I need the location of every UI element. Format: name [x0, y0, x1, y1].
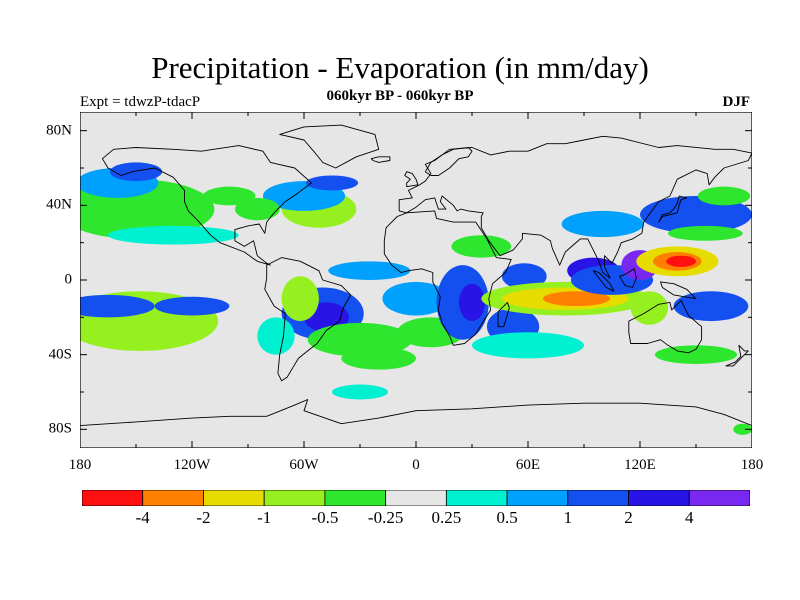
lat-label: 0 [64, 271, 73, 288]
colorbar-label: 2 [624, 508, 633, 527]
lon-label: 120W [173, 457, 211, 473]
landmass-iceland [370, 156, 391, 163]
colorbar-swatch [82, 490, 144, 506]
chart-title: Precipitation - Evaporation (in mm/day) [151, 50, 649, 85]
precip-field [80, 162, 752, 435]
field-blob [733, 423, 752, 435]
colorbar-label: -0.25 [367, 508, 404, 527]
lat-label: 80N [46, 122, 72, 139]
lon-label: 180 [68, 457, 92, 473]
lat-label: 40S [48, 346, 72, 363]
landmass-japan [658, 195, 688, 223]
field-blob [501, 263, 547, 290]
colorbar-swatch [385, 490, 447, 506]
landmass-africa [383, 210, 512, 346]
colorbar-label: -1 [257, 508, 272, 527]
colorbar-swatch [203, 490, 265, 506]
lon-label: 0 [412, 457, 420, 473]
field-blob [257, 317, 295, 355]
colorbar-label: 0.25 [431, 508, 462, 527]
colorbar-label: 0.5 [496, 508, 518, 527]
colorbar-swatch [688, 490, 750, 506]
field-blob [673, 291, 749, 322]
lon-label: 60E [515, 457, 541, 473]
field-blob [328, 261, 411, 280]
landmass-eurasia [398, 135, 752, 279]
field-blob [451, 235, 512, 258]
field-blob [630, 291, 668, 325]
landmass-great-britain [404, 171, 419, 188]
colorbar-label: -0.5 [311, 508, 339, 527]
field-blob [234, 197, 280, 221]
colorbar-swatch [567, 490, 629, 506]
landmass-madagascar [497, 301, 510, 328]
season-label: DJF [722, 94, 751, 110]
colorbar [82, 490, 750, 506]
lon-label: 120E [624, 457, 656, 473]
colorbar-label: -4 [135, 508, 150, 527]
field-blob [203, 186, 256, 206]
landmass-new-zealand [725, 344, 749, 367]
colorbar-swatch [324, 490, 387, 506]
field-blob [472, 332, 584, 359]
lon-label: 180 [740, 457, 764, 473]
landmass-south-america [264, 257, 352, 382]
field-blob [341, 347, 416, 370]
coastlines [80, 124, 752, 448]
field-blob [697, 186, 751, 206]
world-map [80, 112, 752, 448]
field-blob [382, 281, 450, 316]
colorbar-swatch [142, 490, 204, 506]
map-ticks [80, 112, 752, 448]
colorbar-label: 1 [563, 508, 573, 527]
field-blob [154, 296, 230, 316]
landmass-greenland [279, 124, 380, 169]
landmass-borneo [619, 268, 637, 288]
colorbar-swatch [445, 490, 508, 506]
landmass-scandinavia [424, 147, 473, 176]
colorbar-label: 4 [685, 508, 694, 527]
field-blob [458, 283, 486, 322]
landmass-sumatra [592, 270, 615, 292]
field-blob [281, 276, 319, 322]
field-blob [654, 345, 738, 364]
colorbar-swatch [263, 490, 326, 506]
field-blob [561, 210, 644, 238]
landmass-new-guinea [660, 281, 697, 300]
colorbar-swatch [506, 490, 569, 506]
experiment-label: Expt = tdwzP-tdacP [80, 94, 201, 110]
colorbar-label: -2 [196, 508, 211, 527]
field-blob [332, 384, 388, 400]
chart-subtitle: 060kyr BP - 060kyr BP [326, 88, 474, 104]
field-blob [305, 175, 359, 191]
lat-label: 80S [48, 420, 72, 437]
field-blob [109, 162, 163, 182]
colorbar-swatch [628, 490, 690, 506]
field-blob [80, 294, 155, 318]
landmass-north-america [101, 145, 312, 266]
lat-label: 40N [46, 196, 72, 213]
field-blob [542, 291, 611, 307]
landmass-antarctica [80, 399, 752, 448]
field-blob [668, 225, 743, 241]
landmass-australia [628, 300, 703, 354]
field-blob [666, 255, 696, 267]
lon-label: 60W [289, 457, 319, 473]
